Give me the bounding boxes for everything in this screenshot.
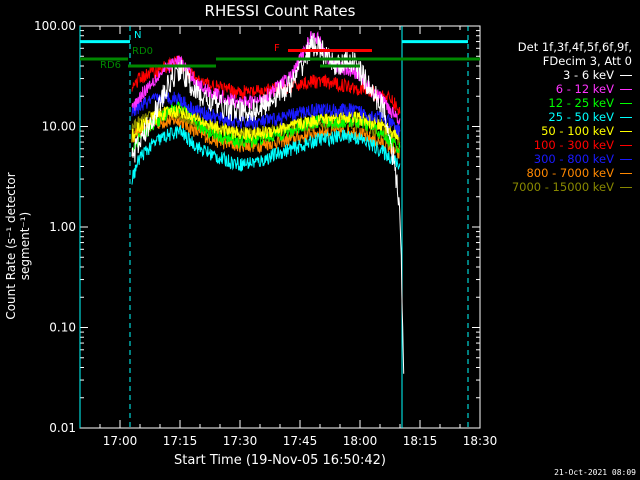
legend-entry-label: 7000 - 15000 keV <box>511 180 614 194</box>
x-tick-label: 17:00 <box>103 434 138 448</box>
x-axis-label: Start Time (19-Nov-05 16:50:42) <box>174 453 386 468</box>
legend-entry: 100 - 300 keV <box>512 138 632 152</box>
legend-swatch <box>620 144 632 146</box>
legend-swatch <box>620 130 632 132</box>
legend-entry: 12 - 25 keV <box>512 96 632 110</box>
annotation-f-label: F <box>274 42 280 54</box>
legend-swatch <box>620 158 632 160</box>
legend-swatch <box>620 116 632 118</box>
y-tick-label: 0.10 <box>49 321 76 335</box>
y-tick-label: 100.00 <box>34 19 76 33</box>
annotation-n-label: N <box>134 29 142 41</box>
legend-swatch <box>620 172 632 174</box>
legend-entry: 300 - 800 keV <box>512 152 632 166</box>
legend-entry-label: 50 - 100 keV <box>541 124 614 138</box>
legend-entry-label: 25 - 50 keV <box>548 110 614 124</box>
legend-rows: 3 - 6 keV 6 - 12 keV 12 - 25 keV 25 - 50 ke… <box>512 68 632 194</box>
y-tick-label: 1.00 <box>49 220 76 234</box>
x-tick-label: 18:15 <box>403 434 438 448</box>
series-line-3 <box>131 125 401 185</box>
y-axis-label: Count Rate (s⁻¹ detector segment⁻¹) <box>4 172 32 320</box>
legend-swatch <box>620 74 632 76</box>
legend-entry-label: 100 - 300 keV <box>533 138 614 152</box>
legend-header-line-1: Det 1f,3f,4f,5f,6f,9f, <box>517 40 632 54</box>
annotation-rd6-label: RD6 <box>100 59 122 71</box>
y-tick-label: 10.00 <box>42 120 76 134</box>
x-tick-label: 18:00 <box>343 434 378 448</box>
legend-entry-label: 12 - 25 keV <box>548 96 614 110</box>
y-tick-label: 0.01 <box>49 421 76 435</box>
legend-entry-label: 3 - 6 keV <box>563 68 614 82</box>
series-line-4 <box>131 104 401 143</box>
annotation-rd0-label: RD0 <box>132 45 154 57</box>
legend: Det 1f,3f,4f,5f,6f,9f, FDecim 3, Att 0 3… <box>512 40 632 194</box>
legend-entry: 7000 - 15000 keV <box>512 180 632 194</box>
series-line-6 <box>131 91 401 138</box>
x-tick-label: 17:15 <box>163 434 198 448</box>
legend-entry-label: 6 - 12 keV <box>555 82 614 96</box>
series-line-5 <box>131 54 401 116</box>
x-tick-label: 17:45 <box>283 434 318 448</box>
legend-entry: 50 - 100 keV <box>512 124 632 138</box>
legend-entry-label: 800 - 7000 keV <box>526 166 614 180</box>
legend-swatch <box>620 88 632 90</box>
x-tick-label: 18:30 <box>463 434 498 448</box>
legend-swatch <box>620 102 632 104</box>
legend-swatch <box>620 186 632 188</box>
timestamp: 21-Oct-2021 08:09 <box>554 468 636 477</box>
legend-entry: 6 - 12 keV <box>512 82 632 96</box>
x-tick-label: 17:30 <box>223 434 258 448</box>
legend-entry: 3 - 6 keV <box>512 68 632 82</box>
legend-entry: 800 - 7000 keV <box>512 166 632 180</box>
legend-entry-label: 300 - 800 keV <box>533 152 614 166</box>
chart-title: RHESSI Count Rates <box>204 2 356 20</box>
legend-header-line-2: FDecim 3, Att 0 <box>542 54 632 68</box>
legend-entry: 25 - 50 keV <box>512 110 632 124</box>
